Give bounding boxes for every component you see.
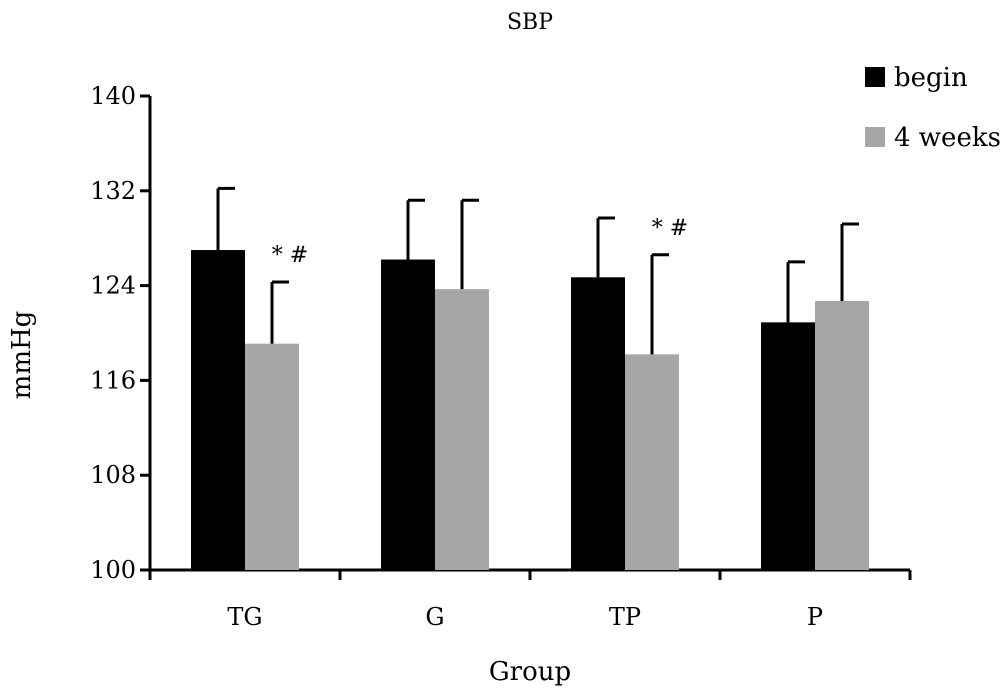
y-tick-label: 140 xyxy=(90,82,136,110)
legend-swatch xyxy=(865,67,885,87)
y-axis-label: mmHg xyxy=(7,311,37,400)
significance-annotation: * # xyxy=(652,216,688,241)
bar xyxy=(815,301,869,570)
x-tick-label: TP xyxy=(609,603,641,631)
bar xyxy=(191,250,245,571)
legend-label: 4 weeks xyxy=(894,123,1000,153)
x-tick-label: TG xyxy=(227,603,262,631)
x-tick-label: P xyxy=(807,603,823,631)
y-tick-label: 116 xyxy=(90,366,136,394)
x-axis-label: Group xyxy=(489,657,571,687)
bar xyxy=(625,354,679,570)
bar xyxy=(435,289,489,570)
bar xyxy=(571,277,625,570)
legend-label: begin xyxy=(894,63,968,93)
y-tick-label: 100 xyxy=(90,556,136,584)
y-tick-label: 108 xyxy=(90,461,136,489)
chart-title: SBP xyxy=(507,10,553,35)
y-tick-label: 124 xyxy=(90,272,136,300)
legend: begin 4 weeks xyxy=(865,63,1000,153)
legend-swatch xyxy=(865,127,885,147)
bar xyxy=(381,259,435,570)
bar xyxy=(761,322,815,570)
y-tick-label: 132 xyxy=(90,177,136,205)
x-tick-label: G xyxy=(425,603,444,631)
significance-annotation: * # xyxy=(272,243,308,268)
plot-area: 100 108 116 124 132 140 TG G TP P * # * # xyxy=(90,82,912,631)
bar xyxy=(245,343,299,570)
